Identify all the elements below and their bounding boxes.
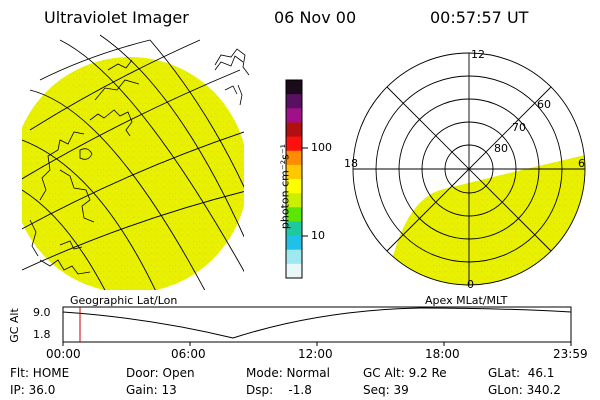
polar-label-60: 60 (537, 98, 551, 111)
polar-label-0: 0 (467, 278, 474, 291)
xtick-4: 23:59 (553, 347, 588, 361)
xtick-3: 18:00 (425, 347, 460, 361)
status-mode: Mode: Normal (246, 366, 330, 380)
status-ip: IP: 36.0 (10, 383, 56, 397)
status-glon: GLon: 340.2 (488, 383, 561, 397)
colorbar-border (285, 79, 303, 279)
altitude-ylabel: GC Alt (7, 308, 21, 343)
colorbar-ticks (302, 147, 308, 237)
status-flt: Flt: HOME (10, 366, 70, 380)
status-glat: GLat: 46.1 (488, 366, 555, 380)
colorbar-segment (286, 193, 302, 208)
outer-coastlines (214, 48, 250, 106)
polar-label-70: 70 (512, 121, 526, 134)
altitude-ytick-top: 9.0 (33, 306, 51, 319)
polar-plot (352, 52, 586, 286)
xtick-2: 12:00 (298, 347, 333, 361)
status-door: Door: Open (126, 366, 195, 380)
instrument-title: Ultraviolet Imager (44, 8, 189, 27)
status-gain: Gain: 13 (126, 383, 177, 397)
xtick-0: 00:00 (46, 347, 81, 361)
colorbar-segment (286, 263, 302, 279)
colorbar-segment (286, 122, 302, 138)
polar-label-18: 18 (344, 157, 358, 170)
colorbar-segment (286, 235, 302, 251)
colorbar-segment (286, 249, 302, 265)
polar-panel-label: Apex MLat/MLT (425, 294, 508, 307)
time-label: 00:57:57 UT (430, 8, 529, 27)
colorbar-segment (286, 207, 302, 222)
colorbar-segment (286, 80, 302, 95)
date-label: 06 Nov 00 (274, 8, 357, 27)
status-seq: Seq: 39 (363, 383, 409, 397)
colorbar-tick-100: 100 (311, 141, 332, 154)
colorbar (285, 79, 303, 279)
polar-diag-2 (386, 86, 552, 252)
coastlines (29, 55, 244, 275)
polar-auroral-fill (380, 155, 585, 285)
status-dsp: Dsp: -1.8 (246, 383, 312, 397)
colorbar-segment (286, 179, 302, 194)
colorbar-unit-label: photon cm⁻²s⁻¹ (278, 143, 292, 230)
colorbar-segment (286, 108, 302, 123)
colorbar-segment (286, 150, 302, 166)
colorbar-tick-10: 10 (311, 229, 325, 242)
status-gc-alt: GC Alt: 9.2 Re (363, 366, 447, 380)
colorbar-segment (286, 136, 302, 152)
altitude-plot (62, 306, 572, 346)
polar-label-12: 12 (471, 48, 485, 61)
lat-lon-grid (22, 34, 244, 290)
colorbar-segment (286, 94, 302, 109)
colorbar-segment (286, 221, 302, 237)
colorbar-segment (286, 164, 302, 180)
geographic-image-panel (22, 34, 244, 290)
polar-label-80: 80 (494, 142, 508, 155)
altitude-curve (62, 307, 572, 339)
geographic-panel-label: Geographic Lat/Lon (70, 294, 178, 307)
polar-label-6: 6 (578, 157, 585, 170)
auroral-image-disk (22, 57, 244, 290)
altitude-ytick-bottom: 1.8 (33, 328, 51, 341)
xtick-1: 06:00 (171, 347, 206, 361)
